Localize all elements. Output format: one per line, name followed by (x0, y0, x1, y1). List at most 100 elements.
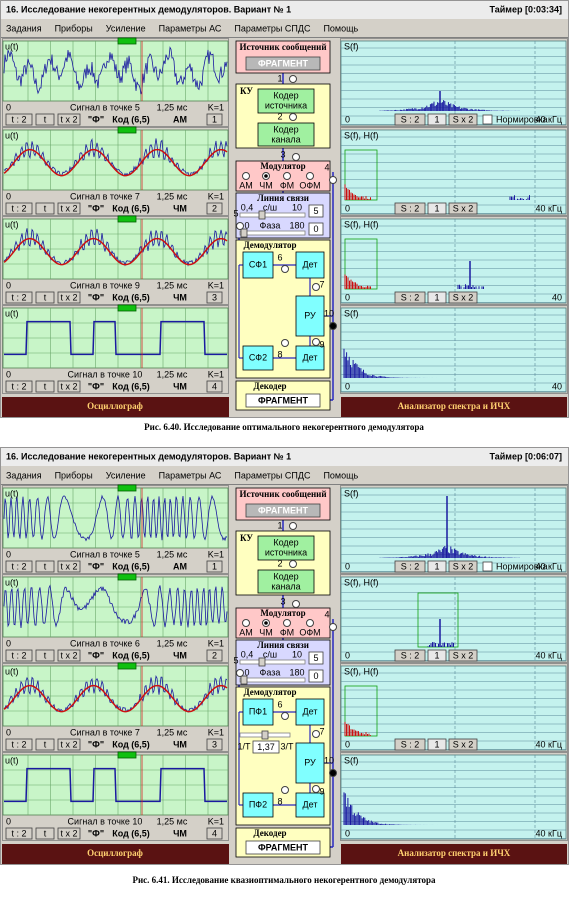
menu-item[interactable]: Помощь (323, 23, 358, 33)
test-point[interactable] (281, 786, 289, 794)
test-point[interactable] (329, 322, 337, 330)
checkbox[interactable] (482, 114, 493, 125)
button[interactable]: t (35, 738, 55, 751)
button[interactable]: S : 2 (394, 113, 426, 126)
menu-item[interactable]: Приборы (55, 23, 93, 33)
button[interactable]: t : 2 (5, 827, 33, 840)
button[interactable]: S x 2 (448, 738, 478, 751)
button[interactable]: S x 2 (448, 202, 478, 215)
menu-item[interactable]: Задания (6, 470, 42, 480)
button[interactable]: t x 2 (57, 291, 81, 304)
test-point[interactable] (236, 669, 244, 677)
button[interactable]: t (35, 380, 55, 393)
menu-item[interactable]: Усиление (106, 23, 146, 33)
test-point[interactable] (312, 283, 320, 291)
slider-thumb[interactable] (240, 675, 248, 685)
test-point[interactable] (292, 153, 300, 161)
button[interactable]: t x 2 (57, 827, 81, 840)
test-point[interactable] (236, 222, 244, 230)
slider-thumb[interactable] (258, 210, 266, 220)
button[interactable]: t : 2 (5, 202, 33, 215)
button[interactable]: S : 2 (394, 202, 426, 215)
button[interactable]: 1 (206, 113, 223, 126)
test-point[interactable] (312, 785, 320, 793)
button[interactable]: S x 2 (448, 649, 478, 662)
button[interactable]: 3 (206, 738, 223, 751)
radio[interactable] (242, 172, 250, 180)
button[interactable]: 1 (427, 738, 447, 751)
checkbox[interactable] (482, 561, 493, 572)
button[interactable]: t : 2 (5, 560, 33, 573)
test-point[interactable] (281, 265, 289, 273)
menu-item[interactable]: Параметры СПДС (234, 23, 311, 33)
menu-item[interactable]: Помощь (323, 470, 358, 480)
button[interactable]: S x 2 (448, 560, 478, 573)
test-point[interactable] (281, 339, 289, 347)
button[interactable]: t x 2 (57, 380, 81, 393)
test-point[interactable] (329, 176, 337, 184)
menu-item[interactable]: Параметры СПДС (234, 470, 311, 480)
button[interactable]: t : 2 (5, 291, 33, 304)
button[interactable]: ФРАГМЕНТ (245, 840, 321, 855)
slider-thumb[interactable] (261, 730, 269, 740)
button[interactable]: t x 2 (57, 202, 81, 215)
radio[interactable] (283, 619, 291, 627)
test-point[interactable] (289, 113, 297, 121)
button[interactable]: 1 (427, 202, 447, 215)
menu-item[interactable]: Усиление (106, 470, 146, 480)
button[interactable]: t : 2 (5, 738, 33, 751)
button[interactable]: 2 (206, 649, 223, 662)
button[interactable]: S x 2 (448, 113, 478, 126)
button[interactable]: t (35, 827, 55, 840)
button[interactable]: S : 2 (394, 560, 426, 573)
button[interactable]: S : 2 (394, 738, 426, 751)
button[interactable]: S : 2 (394, 649, 426, 662)
button[interactable]: ФРАГМЕНТ (245, 56, 321, 71)
menu-item[interactable]: Параметры АС (159, 470, 222, 480)
button[interactable]: t (35, 291, 55, 304)
button[interactable]: 2 (206, 202, 223, 215)
menu-item[interactable]: Приборы (55, 470, 93, 480)
radio[interactable] (306, 172, 314, 180)
button[interactable]: ФРАГМЕНТ (245, 503, 321, 518)
button-face (35, 113, 55, 126)
test-point[interactable] (312, 338, 320, 346)
button[interactable]: t : 2 (5, 380, 33, 393)
radio[interactable] (283, 172, 291, 180)
test-point[interactable] (281, 712, 289, 720)
slider-thumb[interactable] (240, 228, 248, 238)
button[interactable]: t : 2 (5, 113, 33, 126)
button[interactable]: 4 (206, 380, 223, 393)
test-point[interactable] (312, 730, 320, 738)
button[interactable]: S x 2 (448, 291, 478, 304)
test-point[interactable] (289, 560, 297, 568)
button[interactable]: ФРАГМЕНТ (245, 393, 321, 408)
button[interactable]: t x 2 (57, 649, 81, 662)
button[interactable]: t (35, 649, 55, 662)
menu-item[interactable]: Задания (6, 23, 42, 33)
test-point[interactable] (289, 522, 297, 530)
button[interactable]: 1 (206, 560, 223, 573)
button[interactable]: t (35, 113, 55, 126)
slider-thumb[interactable] (258, 657, 266, 667)
button[interactable]: t x 2 (57, 113, 81, 126)
button[interactable]: t x 2 (57, 738, 81, 751)
test-point[interactable] (329, 623, 337, 631)
button[interactable]: 1 (427, 113, 447, 126)
button[interactable]: 3 (206, 291, 223, 304)
menu-item[interactable]: Параметры АС (159, 23, 222, 33)
button[interactable]: 1 (427, 291, 447, 304)
button[interactable]: t : 2 (5, 649, 33, 662)
radio[interactable] (242, 619, 250, 627)
radio[interactable] (306, 619, 314, 627)
test-point[interactable] (292, 600, 300, 608)
button[interactable]: 1 (427, 649, 447, 662)
test-point[interactable] (329, 769, 337, 777)
button[interactable]: S : 2 (394, 291, 426, 304)
button[interactable]: t (35, 202, 55, 215)
button[interactable]: t (35, 560, 55, 573)
test-point[interactable] (289, 75, 297, 83)
button[interactable]: 4 (206, 827, 223, 840)
button[interactable]: 1 (427, 560, 447, 573)
button[interactable]: t x 2 (57, 560, 81, 573)
